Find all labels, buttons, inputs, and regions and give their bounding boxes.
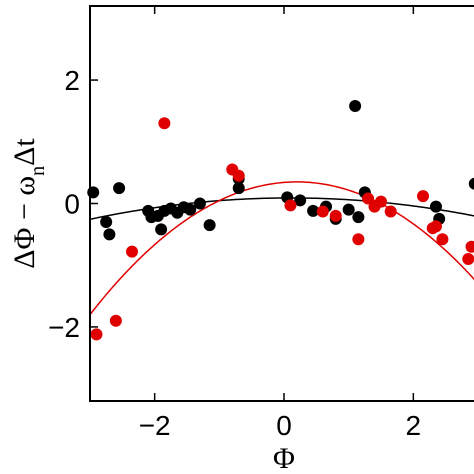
data-point-series-0-3 [113,182,126,195]
data-point-series-0-24 [352,211,365,224]
data-point-series-1-1 [109,314,122,327]
data-point-series-1-9 [352,233,365,246]
tick-layer: −2 0 2 −2 0 2 [48,6,421,441]
data-point-series-0-19 [307,204,320,217]
data-point-series-1-12 [375,195,387,208]
fit-curve-1 [89,181,474,316]
data-point-series-1-10 [362,192,375,205]
point-layer [87,99,474,341]
data-point-series-1-2 [126,245,139,258]
data-point-series-1-6 [284,199,297,212]
data-point-series-0-7 [155,223,168,236]
y-tick-label: 0 [64,189,80,220]
x-axis-label: Φ [273,442,295,474]
x-tick-label: 2 [406,410,422,441]
y-tick-label: −2 [48,312,80,343]
data-point-series-1-17 [436,233,449,246]
y-axis-label: ΔΦ − ωnΔt [8,138,49,269]
y-axis-label-tail: Δt [8,138,41,166]
data-point-series-0-18 [294,194,307,207]
x-tick-label: −2 [139,410,171,441]
y-tick-label: 2 [64,65,80,96]
data-point-series-1-5 [232,169,245,182]
data-point-series-0-12 [184,203,197,216]
data-point-series-1-8 [329,209,342,222]
data-point-series-0-15 [232,182,245,195]
x-tick-label: 0 [276,410,292,441]
data-point-series-0-14 [203,219,216,232]
data-point-series-1-14 [417,190,430,203]
data-point-series-1-0 [90,328,103,341]
data-point-series-1-3 [158,117,171,130]
y-axis-label-subscript: n [27,166,49,176]
data-point-series-1-19 [462,253,474,266]
data-point-series-0-26 [429,200,442,213]
data-point-series-0-2 [103,228,116,241]
data-point-series-0-23 [349,99,362,112]
data-point-series-0-1 [100,216,113,229]
data-point-series-1-13 [384,205,397,218]
data-point-series-0-28 [468,177,474,190]
data-point-series-1-7 [316,205,329,218]
data-point-series-1-16 [429,220,442,233]
y-axis-label-main: ΔΦ − ω [8,176,41,269]
data-point-series-0-13 [193,197,206,210]
data-point-series-1-18 [465,240,474,253]
data-point-series-0-22 [342,203,355,216]
